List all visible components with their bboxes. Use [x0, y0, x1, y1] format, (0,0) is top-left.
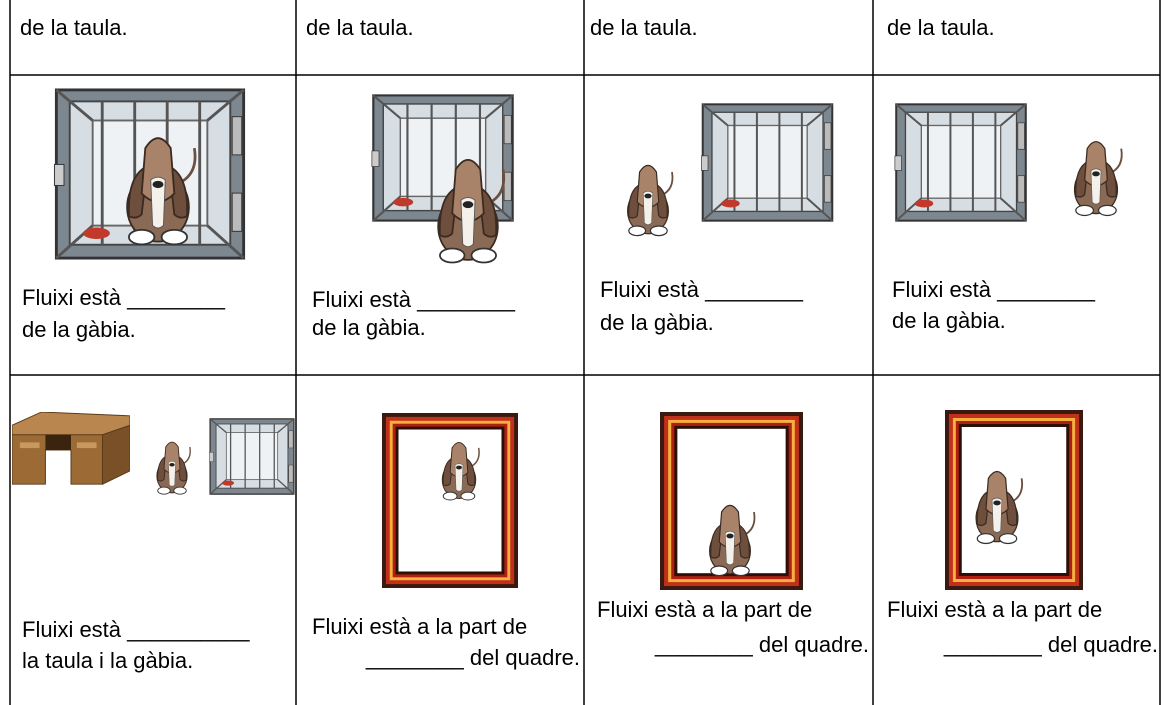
cell-text: Fluixi està ________ — [312, 287, 516, 312]
cell-text: de la gàbia. — [600, 310, 714, 335]
cell-text: Fluixi està ________ — [22, 285, 226, 310]
cell-text: Fluixi està a la part de — [597, 597, 813, 622]
cell-text: Fluixi està __________ — [22, 617, 250, 642]
cell-text: de la gàbia. — [312, 315, 426, 340]
cell-text: ________ del quadre. — [654, 632, 869, 657]
cell-text: de la taula. — [20, 15, 128, 40]
cell-text: Fluixi està a la part de — [312, 614, 528, 639]
cage — [700, 103, 834, 222]
cell-text: Fluixi està ________ — [892, 277, 1096, 302]
cell-text: de la taula. — [306, 15, 414, 40]
cage — [208, 418, 295, 495]
cell-text: de la taula. — [590, 15, 698, 40]
cell-text: Fluixi està a la part de — [887, 597, 1103, 622]
cell-text: de la gàbia. — [22, 317, 136, 342]
cell-text: de la taula. — [887, 15, 995, 40]
dog — [626, 164, 674, 237]
cell-text: ________ del quadre. — [943, 632, 1158, 657]
cell-text: ________ del quadre. — [365, 645, 580, 670]
cage — [893, 103, 1027, 222]
dog — [1073, 140, 1123, 217]
cell-text: de la gàbia. — [892, 308, 1006, 333]
desk — [12, 412, 130, 485]
dog — [156, 441, 191, 495]
cell-text: Fluixi està ________ — [600, 277, 804, 302]
cell-text: la taula i la gàbia. — [22, 648, 194, 673]
